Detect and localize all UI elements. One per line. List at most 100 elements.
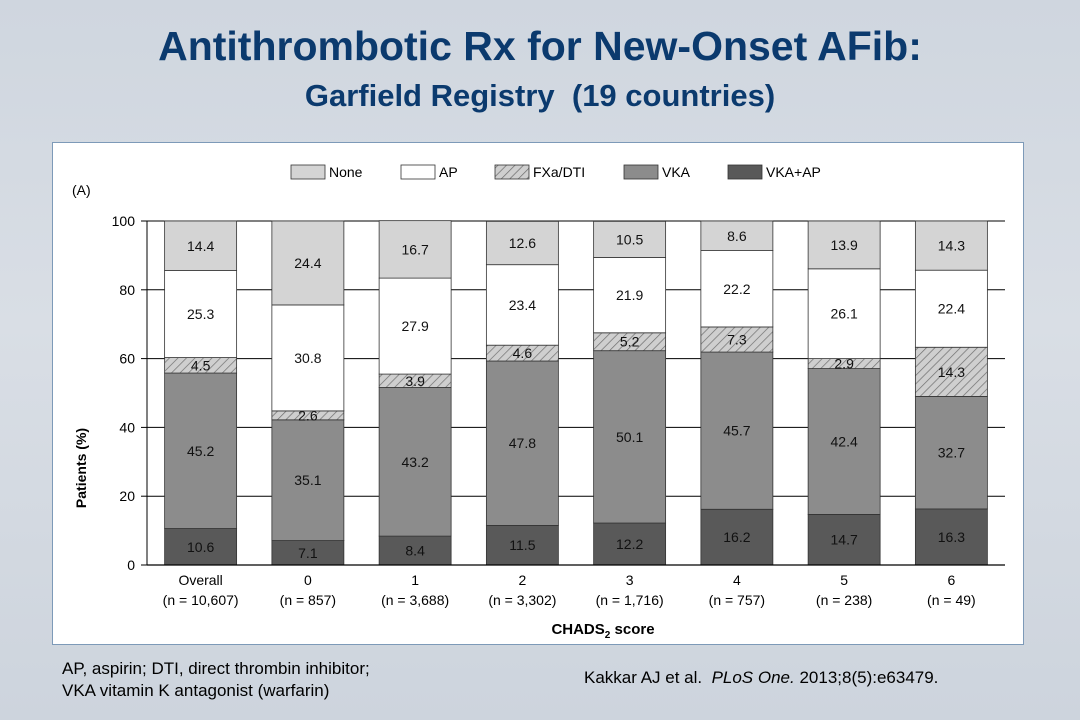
data-label: 4.5 — [191, 357, 211, 373]
footnote: AP, aspirin; DTI, direct thrombin inhibi… — [62, 658, 562, 702]
chart-legend: None AP FXa/DTI VKA VKA+AP — [290, 164, 821, 180]
bar-stack: 11.5 47.8 4.6 23.4 12.6 — [485, 220, 559, 566]
stacked-bar-chart: None AP FXa/DTI VKA VKA+AP (A) 10.6 4 5.2 4.5 2 5… — [72, 164, 1005, 641]
bar-segment — [378, 387, 452, 537]
data-label: 30.8 — [294, 350, 321, 366]
data-label: 12.2 — [616, 536, 643, 552]
x-tick-label: 5 — [840, 572, 848, 588]
x-tick-sublabel: (n = 1,716) — [596, 592, 664, 608]
legend-label: VKA+AP — [766, 164, 821, 180]
data-label: 14.7 — [831, 532, 858, 548]
bar-segment — [378, 220, 452, 279]
y-tick-label: 80 — [119, 282, 135, 298]
bar-segment — [485, 220, 559, 266]
data-label: 2.9 — [834, 356, 854, 372]
slide-title: Antithrombotic Rx for New-Onset AFib: — [158, 23, 922, 69]
data-label: 50.1 — [616, 429, 643, 445]
data-label: 8.6 — [727, 228, 747, 244]
bar-segment — [164, 372, 238, 529]
legend-label: FXa/DTI — [533, 164, 585, 180]
bar-stack: 14.7 42.4 2.9 26.1 13.9 — [807, 220, 881, 566]
x-tick-label: Overall — [178, 572, 222, 588]
bar-segment — [271, 220, 345, 306]
x-tick-sublabel: (n = 3,302) — [488, 592, 556, 608]
bar-stack: 12.2 50.1 5.2 21.9 10.5 — [593, 220, 667, 566]
x-tick-sublabel: (n = 49) — [927, 592, 976, 608]
data-label: 35.1 — [294, 472, 321, 488]
y-axis-label: Patients (%) — [73, 428, 89, 508]
y-tick-label: 100 — [112, 213, 136, 229]
data-label: 16.7 — [402, 241, 429, 257]
bar-segment — [914, 346, 988, 397]
slide-subtitle: Garfield Registry (19 countries) — [304, 78, 776, 113]
legend-label: AP — [439, 164, 458, 180]
legend-label: VKA — [662, 164, 691, 180]
bar-segment — [700, 326, 774, 353]
data-label: 16.3 — [938, 529, 965, 545]
panel-label: (A) — [72, 182, 91, 198]
bar-segment — [700, 250, 774, 328]
y-tick-label: 60 — [119, 351, 135, 367]
x-tick-label: 0 — [304, 572, 312, 588]
x-tick-label: 2 — [518, 572, 526, 588]
x-tick-sublabel: (n = 10,607) — [163, 592, 239, 608]
x-tick-label: 3 — [626, 572, 634, 588]
data-label: 26.1 — [831, 306, 858, 322]
data-label: 22.2 — [723, 281, 750, 297]
data-label: 22.4 — [938, 301, 965, 317]
data-label: 21.9 — [616, 287, 643, 303]
x-axis-label: CHADS2 score — [551, 621, 654, 641]
bar-stack: 16.2 45.7 7.3 22.2 8.6 — [700, 220, 774, 566]
data-label: 4.6 — [513, 345, 533, 361]
data-label: 13.9 — [831, 237, 858, 253]
legend-label: None — [329, 164, 363, 180]
x-axis-label-main: CHADS — [551, 621, 604, 638]
legend-swatch — [400, 164, 436, 180]
x-tick-sublabel: (n = 757) — [709, 592, 765, 608]
y-tick-label: 40 — [119, 419, 135, 435]
data-label: 3.9 — [405, 373, 425, 389]
bar-stack: 16.3 32.7 14.3 22.4 14.3 — [914, 220, 988, 566]
x-axis: Overall (n = 10,607) 0 (n = 857) 1 (n = 3,688… — [147, 564, 1005, 608]
x-axis-label-subscript: 2 — [605, 630, 611, 641]
data-label: 5.2 — [620, 334, 640, 350]
bar-segment — [700, 508, 774, 566]
bar-stack: 8.4 43.2 3.9 27.9 16.7 — [378, 220, 452, 566]
legend-swatch — [623, 164, 659, 180]
citation-authors: Kakkar AJ et al. — [584, 668, 712, 687]
x-tick-label: 1 — [411, 572, 419, 588]
data-label: 14.3 — [938, 364, 965, 380]
data-label: 43.2 — [402, 454, 429, 470]
citation-journal: PLoS One. — [711, 668, 795, 687]
bar-segment — [593, 220, 667, 258]
bar-segment — [914, 508, 988, 566]
x-axis-label-rest: score — [610, 621, 654, 638]
legend-swatch — [494, 164, 530, 180]
bar-segment — [164, 270, 238, 358]
citation: Kakkar AJ et al. PLoS One. 2013;8(5):e63… — [584, 667, 1054, 689]
bar-segment — [593, 350, 667, 524]
bar-segment — [378, 277, 452, 375]
bar-segment — [700, 220, 774, 251]
data-label: 14.3 — [938, 238, 965, 254]
data-label: 11.5 — [509, 537, 535, 553]
footnote-line-1: AP, aspirin; DTI, direct thrombin inhibi… — [62, 659, 370, 678]
data-label: 27.9 — [402, 318, 429, 334]
bar-segment — [700, 351, 774, 510]
x-tick-label: 4 — [733, 572, 741, 588]
bar-segment — [164, 220, 238, 271]
data-label: 12.6 — [509, 235, 536, 251]
data-label: 32.7 — [938, 445, 965, 461]
bar-segment — [807, 268, 881, 359]
legend-swatch — [290, 164, 326, 180]
data-label: 10.5 — [616, 231, 643, 247]
data-label: 10.6 — [187, 539, 214, 555]
data-label: 24.4 — [294, 255, 321, 271]
x-tick-sublabel: (n = 3,688) — [381, 592, 449, 608]
chart-panel: None AP FXa/DTI VKA VKA+AP (A) 10.6 4 5.2 4.5 2 5… — [52, 142, 1024, 645]
data-label: 7.3 — [727, 332, 747, 348]
data-label: 42.4 — [831, 434, 858, 450]
data-label: 47.8 — [509, 435, 536, 451]
bar-segment — [485, 360, 559, 526]
bar-segment — [271, 419, 345, 541]
